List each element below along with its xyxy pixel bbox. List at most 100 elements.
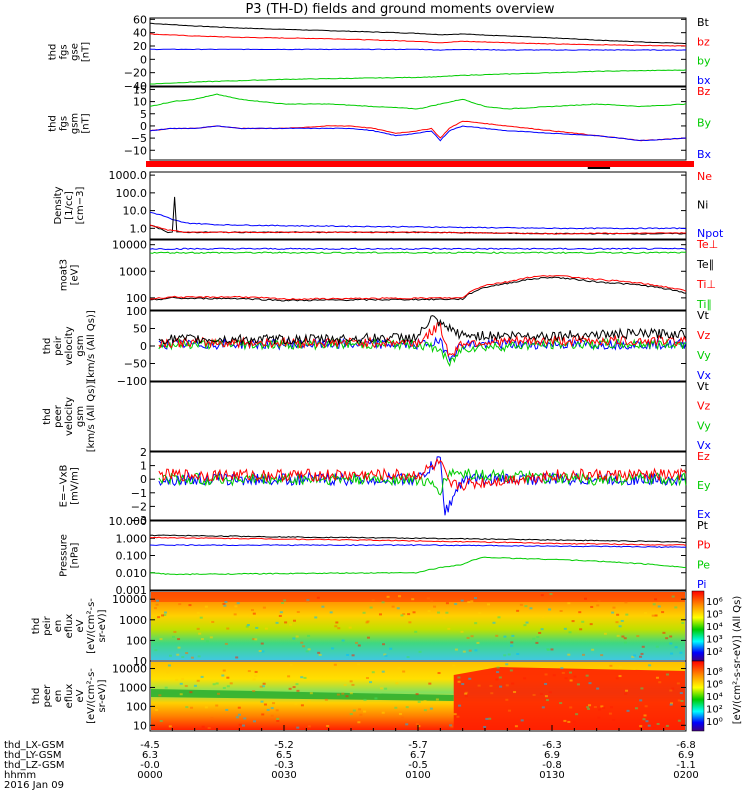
series-line-Pe [149,556,687,576]
spectrogram-top-band [151,592,685,602]
y-axis-label: moat3 [eV] [59,259,81,291]
panel-frame [149,17,687,87]
x-tick-label: -5.2 [274,740,294,751]
spectrogram-pixel [357,644,361,647]
spectrogram-pixel [292,637,296,640]
x-tick-label: -5.7 [408,740,428,751]
spectrogram-pixel [369,681,373,684]
spectrogram-pixel [309,692,313,695]
legend-entry-Vt: Vt [697,309,710,322]
spectrogram-pixel [433,605,437,608]
spectrogram-pixel [270,707,274,710]
spectrogram-pixel [548,691,552,694]
spectrogram-pixel [674,606,678,609]
spectrogram-pixel [609,706,613,709]
x-tick-label: 6.3 [142,750,158,761]
spectrogram-pixel [168,725,172,728]
spectrogram-pixel [167,664,171,667]
x-row-label-ly: thd_LY-GSM [4,750,61,761]
spectrogram-pixel [679,651,683,654]
spectrogram-pixel [173,630,177,633]
spectrogram-pixel [505,663,509,666]
spectrogram-pixel [662,631,666,634]
spectrogram-pixel [457,676,461,679]
spectrogram-pixel [581,620,585,623]
panel-efield: 210−1−2−3 E=−VxB [mV/m] Ez Ey Ex [59,446,711,527]
panel-frame [149,451,687,521]
spectrogram-pixel [474,622,478,625]
spectrogram-fill [151,592,685,660]
panel-frame [149,86,687,161]
panel-frame [149,381,687,452]
spectrogram-pixel [523,677,527,680]
spectrogram-pixel [488,717,492,720]
spectrogram-pixel [573,724,577,727]
spectrogram-pixel [358,708,362,711]
spectrogram-pixel [532,693,536,696]
spectrogram-pixel [665,724,669,727]
y-tick-label: 0.001 [116,584,148,597]
spectrogram-pixel [283,599,287,602]
series-line-Ni [149,196,687,235]
y-axis-label-line: sr-eV)] [97,679,108,712]
spectrogram-pixel [331,647,335,650]
x-tick-label: 0200 [673,770,698,781]
spectrogram-pixel [608,712,612,715]
spectrogram-pixel [384,654,388,657]
spectrogram-pixel [426,597,430,600]
spectrogram-pixel [252,638,256,641]
spectrogram-pixel [243,717,247,720]
series-line-By [149,93,687,110]
spectrogram-pixel [263,703,267,706]
x-row-label-lz: thd_LZ-GSM [4,760,65,771]
spectrogram-pixel [640,687,644,690]
spectrogram-pixel [405,706,409,709]
spectrogram-red-region [453,667,685,730]
spectrogram-pixel [414,630,418,633]
spectrogram-pixel [593,706,597,709]
y-axis-label-line: thd [31,618,42,635]
spectrogram-pixel [161,614,165,617]
panel-mode-bar [146,161,694,169]
spectrogram-pixel [226,676,230,679]
y-tick-label: 100 [126,700,147,713]
colorbar-tick-label: 10² [706,705,723,716]
chart-title: P3 (TH-D) fields and ground moments over… [245,2,554,17]
legend-entry-Vz: Vz [697,400,711,413]
y-axis-label: thd peer velocity gsm [km/s (All Qs)] [42,381,97,453]
spectrogram-pixel [197,655,201,658]
y-tick-label: 10 [133,96,147,109]
spectrogram-pixel [654,598,658,601]
spectrogram-pixel [381,670,385,673]
y-axis-label-line: thd [42,338,53,355]
spectrogram-pixel [264,627,268,630]
spectrogram-pixel [362,611,366,614]
spectrogram-pixel [621,635,625,638]
spectrogram-pixel [365,677,369,680]
spectrogram-pixel [567,720,571,723]
x-tick-label: 6.7 [410,750,426,761]
legend-entry-by: by [697,55,711,68]
spectrogram-pixel [589,623,593,626]
spectrogram-pixel [215,704,219,707]
y-axis-label-line: [eV/(cm²-s- [86,598,97,654]
y-axis-label-line: Pressure [59,534,70,577]
legend-entry-Te∥: Te∥ [696,258,714,271]
spectrogram-pixel [671,687,675,690]
colorbar-tick-label: 10⁸ [706,667,723,678]
colorbar [691,660,705,732]
spectrogram-pixel [665,673,669,676]
spectrogram-pixel [176,653,180,656]
spectrogram-pixel [544,695,548,698]
y-tick-label: 1000 [119,265,147,278]
series-line-Bx [149,125,687,142]
spectrogram-pixel [374,697,378,700]
spectrogram-pixel [496,671,500,674]
spectrogram-pixel [464,695,468,698]
spectrogram-pixel [300,641,304,644]
spectrogram-pixel [260,642,264,645]
legend-entry-Ti∥: Ti∥ [696,298,712,311]
spectrogram-pixel [349,692,353,695]
spectrogram-pixel [590,605,594,608]
